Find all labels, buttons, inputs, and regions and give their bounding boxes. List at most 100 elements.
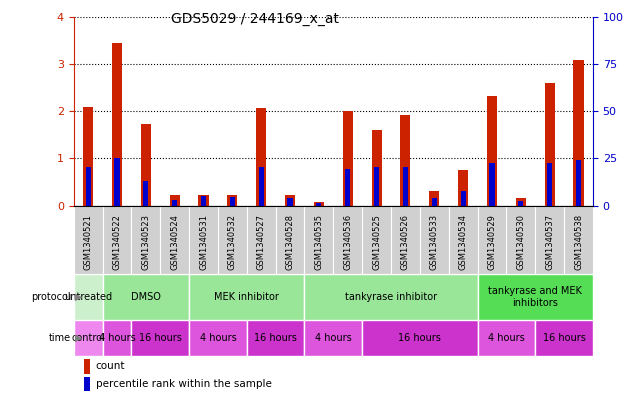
Bar	[84, 359, 90, 374]
Bar	[391, 206, 420, 274]
Bar	[362, 320, 478, 356]
Bar	[362, 206, 391, 274]
Bar	[103, 274, 189, 320]
Bar	[478, 320, 535, 356]
Text: tankyrase inhibitor: tankyrase inhibitor	[345, 292, 437, 302]
Bar	[420, 206, 449, 274]
Text: 16 hours: 16 hours	[543, 332, 585, 343]
Text: GDS5029 / 244169_x_at: GDS5029 / 244169_x_at	[171, 12, 340, 26]
Text: untreated: untreated	[64, 292, 112, 302]
Text: ▶: ▶	[75, 332, 83, 343]
Bar	[84, 377, 90, 391]
Bar	[345, 169, 351, 206]
Bar	[287, 198, 293, 206]
Text: time: time	[48, 332, 71, 343]
Bar	[478, 206, 506, 274]
Bar	[247, 206, 276, 274]
Text: tankyrase and MEK
inhibitors: tankyrase and MEK inhibitors	[488, 286, 582, 308]
Bar	[535, 320, 593, 356]
Text: GSM1340535: GSM1340535	[314, 214, 324, 270]
Bar	[114, 158, 120, 206]
Text: GSM1340538: GSM1340538	[574, 214, 583, 270]
Bar	[316, 203, 322, 206]
Text: DMSO: DMSO	[131, 292, 161, 302]
Bar	[304, 320, 362, 356]
Text: GSM1340527: GSM1340527	[256, 214, 266, 270]
Bar	[545, 83, 554, 206]
Bar	[131, 320, 189, 356]
Bar	[103, 320, 131, 356]
Bar	[564, 206, 593, 274]
Text: count: count	[96, 362, 125, 371]
Text: GSM1340524: GSM1340524	[170, 214, 179, 270]
Bar	[189, 206, 218, 274]
Bar	[201, 196, 206, 206]
Bar	[489, 163, 495, 206]
Bar	[218, 206, 247, 274]
Bar	[103, 206, 131, 274]
Text: 4 hours: 4 hours	[315, 332, 352, 343]
Bar	[199, 195, 208, 206]
Text: GSM1340525: GSM1340525	[372, 214, 381, 270]
Bar	[401, 114, 410, 206]
Bar	[189, 320, 247, 356]
Text: 16 hours: 16 hours	[139, 332, 181, 343]
Text: GSM1340530: GSM1340530	[516, 214, 526, 270]
Bar	[547, 163, 553, 206]
Text: GSM1340533: GSM1340533	[429, 214, 439, 270]
Bar	[535, 206, 564, 274]
Bar	[460, 191, 466, 206]
Bar	[228, 195, 237, 206]
Bar	[374, 167, 379, 206]
Text: GSM1340532: GSM1340532	[228, 214, 237, 270]
Bar	[449, 206, 478, 274]
Bar	[258, 167, 264, 206]
Bar	[429, 191, 439, 206]
Bar	[74, 274, 103, 320]
Bar	[170, 195, 179, 206]
Text: GSM1340531: GSM1340531	[199, 214, 208, 270]
Bar	[304, 206, 333, 274]
Text: GSM1340528: GSM1340528	[285, 214, 295, 270]
Bar	[143, 181, 149, 206]
Text: 16 hours: 16 hours	[399, 332, 441, 343]
Bar	[189, 274, 304, 320]
Text: 4 hours: 4 hours	[99, 332, 135, 343]
Bar	[314, 202, 324, 206]
Text: 4 hours: 4 hours	[488, 332, 525, 343]
Text: protocol: protocol	[31, 292, 71, 302]
Text: GSM1340522: GSM1340522	[112, 214, 122, 270]
Bar	[160, 206, 189, 274]
Bar	[487, 95, 497, 206]
Bar	[506, 206, 535, 274]
Bar	[112, 43, 122, 206]
Bar	[574, 60, 583, 206]
Text: GSM1340526: GSM1340526	[401, 214, 410, 270]
Bar	[403, 167, 408, 206]
Bar	[518, 201, 524, 206]
Bar	[458, 170, 468, 206]
Bar	[372, 130, 381, 206]
Text: 4 hours: 4 hours	[199, 332, 237, 343]
Text: ▶: ▶	[75, 292, 83, 302]
Bar	[333, 206, 362, 274]
Text: GSM1340521: GSM1340521	[83, 214, 93, 270]
Text: 16 hours: 16 hours	[254, 332, 297, 343]
Bar	[256, 108, 266, 206]
Bar	[74, 206, 103, 274]
Bar	[74, 320, 103, 356]
Bar	[172, 200, 178, 206]
Bar	[478, 274, 593, 320]
Bar	[85, 167, 91, 206]
Text: GSM1340523: GSM1340523	[141, 214, 151, 270]
Bar	[229, 197, 235, 206]
Text: percentile rank within the sample: percentile rank within the sample	[96, 379, 271, 389]
Text: control: control	[71, 332, 105, 343]
Bar	[343, 111, 353, 206]
Bar	[516, 198, 526, 206]
Text: GSM1340537: GSM1340537	[545, 214, 554, 270]
Text: GSM1340536: GSM1340536	[343, 214, 353, 270]
Bar	[247, 320, 304, 356]
Text: GSM1340534: GSM1340534	[458, 214, 468, 270]
Bar	[141, 125, 151, 206]
